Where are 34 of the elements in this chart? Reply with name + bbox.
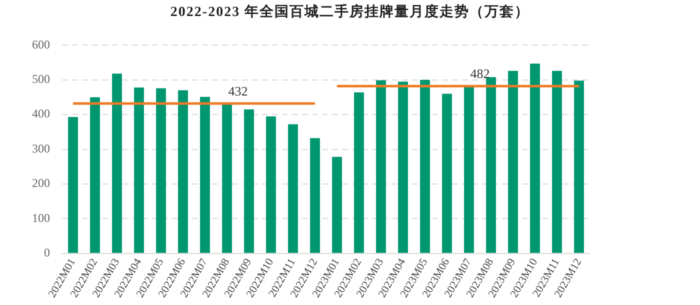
bar — [310, 138, 320, 253]
bar — [266, 116, 276, 253]
bar — [354, 92, 364, 253]
bar — [222, 103, 232, 253]
bar — [332, 156, 342, 253]
bar — [178, 90, 188, 253]
bar — [156, 88, 166, 253]
bar — [442, 94, 452, 253]
bar — [134, 88, 144, 253]
chart-title: 2022-2023 年全国百城二手房挂牌量月度走势（万套） — [169, 2, 531, 22]
y-tick-label: 500 — [32, 72, 50, 86]
bar — [112, 74, 122, 253]
y-tick-label: 600 — [32, 37, 50, 52]
y-tick-label: 400 — [32, 106, 50, 121]
annotation: 432 — [228, 83, 248, 98]
bar — [486, 77, 496, 253]
bar — [398, 82, 408, 253]
bar — [574, 80, 584, 253]
bar — [530, 64, 540, 253]
bar — [200, 96, 210, 253]
bar — [90, 97, 100, 253]
annotation: 482 — [470, 66, 490, 82]
bar — [68, 117, 78, 253]
bar — [508, 70, 518, 253]
bar — [288, 124, 298, 253]
bar — [420, 80, 430, 253]
bar — [244, 109, 254, 253]
bar — [552, 70, 562, 253]
bar — [464, 86, 474, 253]
y-tick-label: 0 — [44, 246, 50, 260]
bar — [376, 80, 386, 253]
y-tick-label: 300 — [32, 141, 50, 156]
y-tick-label: 100 — [32, 210, 50, 225]
y-tick-label: 200 — [32, 176, 50, 190]
